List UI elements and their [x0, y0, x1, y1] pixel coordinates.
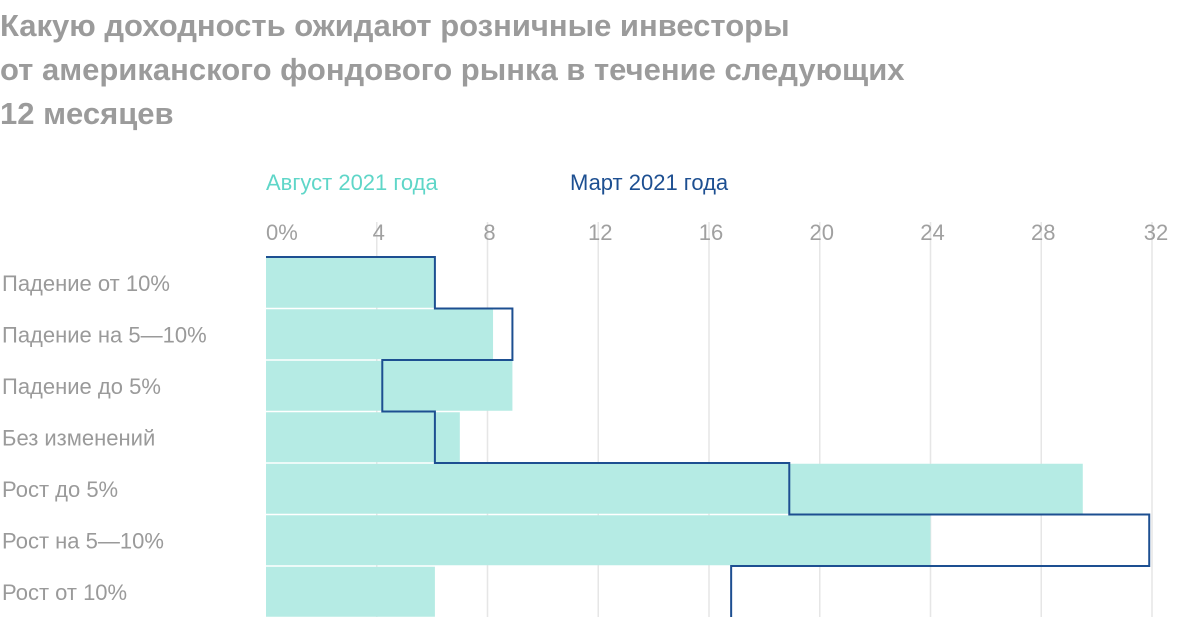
category-label: Рост на 5—10%: [2, 528, 164, 553]
x-tick-label: 20: [810, 220, 834, 245]
x-tick-label: 32: [1144, 220, 1168, 245]
bar-august: [266, 257, 435, 308]
bar-august: [266, 566, 435, 617]
bar-august: [266, 360, 513, 411]
march-step-path: [266, 256, 1151, 617]
x-axis-ticks: 0% 4 8 12 16 20 24 28 32: [266, 220, 1168, 245]
august-bars: [266, 257, 1083, 617]
x-tick-label: 0%: [266, 220, 298, 245]
x-tick-label: 8: [483, 220, 495, 245]
bar-august: [266, 309, 494, 360]
category-labels: Падение от 10% Падение на 5—10% Падение до…: [2, 271, 207, 605]
category-label: Падение до 5%: [2, 374, 161, 399]
x-tick-label: 24: [920, 220, 944, 245]
category-label: Рост от 10%: [2, 580, 127, 605]
x-tick-label: 28: [1031, 220, 1055, 245]
legend: Август 2021 года Март 2021 года: [266, 170, 729, 195]
chart-title: Какую доходность ожидают розничные инвес…: [0, 4, 1180, 136]
bar-august: [266, 463, 1083, 514]
title-line-3: 12 месяцев: [0, 96, 174, 131]
title-line-2: от американского фондового рынка в течен…: [0, 52, 905, 87]
bar-august: [266, 412, 460, 463]
x-tick-label: 4: [373, 220, 385, 245]
category-label: Без изменений: [2, 425, 155, 450]
x-tick-label: 12: [588, 220, 612, 245]
category-label: Падение от 10%: [2, 271, 170, 296]
x-tick-label: 16: [699, 220, 723, 245]
category-label: Падение на 5—10%: [2, 322, 207, 347]
title-line-1: Какую доходность ожидают розничные инвес…: [0, 8, 790, 43]
legend-march: Март 2021 года: [570, 170, 729, 195]
bar-august: [266, 515, 931, 566]
march-step-line: [266, 256, 1151, 617]
legend-august: Август 2021 года: [266, 170, 439, 195]
category-label: Рост до 5%: [2, 477, 118, 502]
